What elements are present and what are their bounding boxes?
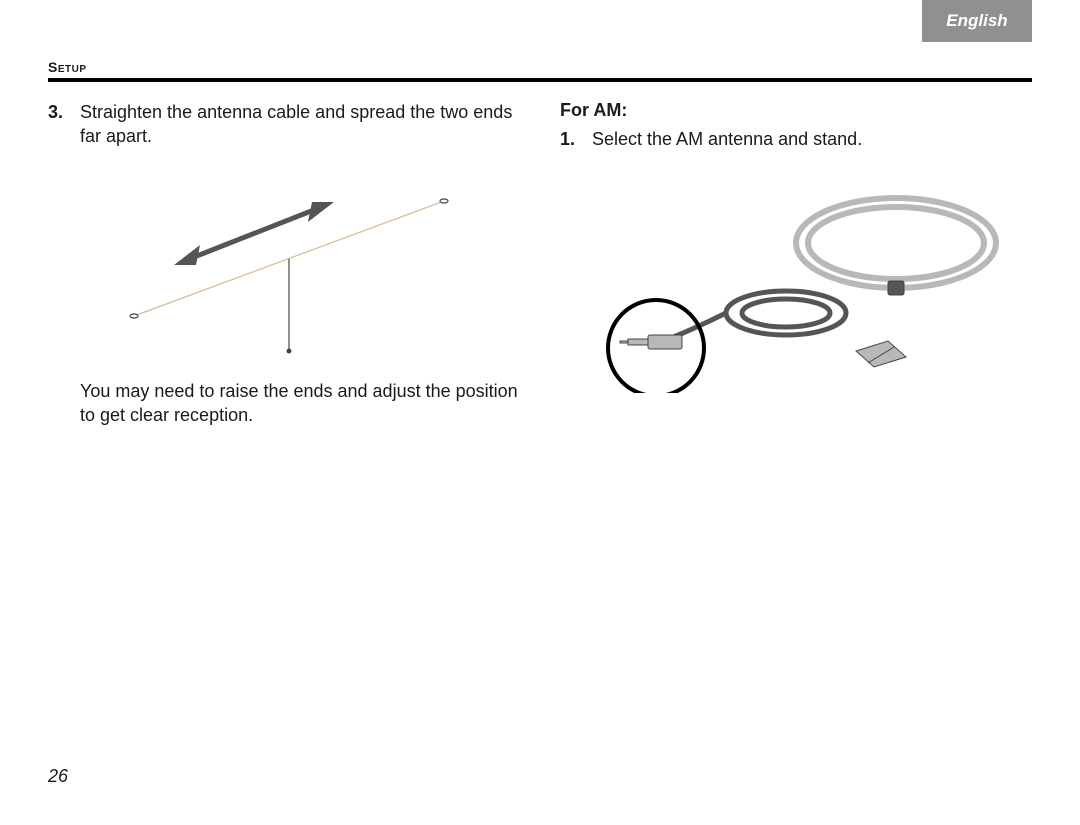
step-number: 1. xyxy=(560,127,584,151)
am-antenna-figure xyxy=(560,163,1032,393)
step-am-1: 1. Select the AM antenna and stand. xyxy=(560,127,1032,151)
right-column: For AM: 1. Select the AM antenna and sta… xyxy=(560,100,1032,427)
language-label: English xyxy=(946,11,1007,31)
step-number: 3. xyxy=(48,100,72,149)
am-antenna-icon xyxy=(576,163,1016,393)
manual-page: English Setup 3. Straighten the antenna … xyxy=(0,0,1080,825)
step-text: Straighten the antenna cable and spread … xyxy=(80,100,520,149)
language-tab: English xyxy=(922,0,1032,42)
fm-antenna-icon xyxy=(104,161,464,361)
step-text: Select the AM antenna and stand. xyxy=(592,127,1032,151)
step-note: You may need to raise the ends and adjus… xyxy=(48,379,520,428)
content-columns: 3. Straighten the antenna cable and spre… xyxy=(48,100,1032,427)
am-heading: For AM: xyxy=(560,100,1032,121)
left-column: 3. Straighten the antenna cable and spre… xyxy=(48,100,520,427)
fm-antenna-figure xyxy=(48,161,520,361)
section-heading: Setup xyxy=(48,59,87,75)
page-number: 26 xyxy=(48,766,68,787)
step-3: 3. Straighten the antenna cable and spre… xyxy=(48,100,520,149)
section-rule xyxy=(48,78,1032,82)
